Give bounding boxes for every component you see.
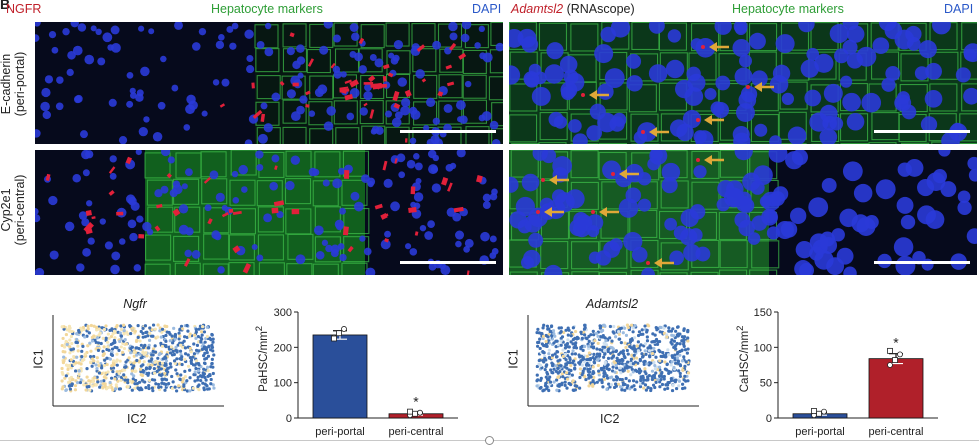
data-point — [336, 330, 342, 337]
data-point — [821, 408, 827, 415]
data-point — [811, 408, 817, 414]
x-category-label: peri-central — [868, 426, 923, 438]
data-point — [331, 335, 337, 342]
micrograph-ngfr-periportal — [35, 22, 503, 144]
left-header-marker: NGFR — [6, 2, 42, 16]
data-point — [887, 347, 893, 354]
row-label-pericentral: Cyp2e1 (peri-central) — [0, 174, 27, 246]
bar-peri-central — [868, 358, 924, 419]
data-point — [417, 409, 423, 416]
scatter-left-title: Ngfr — [123, 297, 147, 311]
right-header-marker: Adamtsl2 (RNAscope) — [511, 2, 635, 16]
left-header-dapi: DAPI — [472, 2, 502, 16]
data-point — [892, 357, 898, 363]
y-tick-label: 200 — [274, 342, 292, 354]
y-tick-label: 100 — [274, 378, 292, 390]
bar-chart-cahsc: 0 50 100 150 peri-portal peri-central * — [754, 307, 938, 438]
data-point — [412, 410, 418, 417]
resize-handle-icon[interactable] — [485, 436, 494, 445]
x-category-label: peri-portal — [315, 426, 365, 438]
y-tick-label: 150 — [754, 307, 772, 319]
x-category-label: peri-central — [388, 426, 443, 438]
micrograph-adamtsl2-pericentral — [509, 150, 977, 275]
y-tick-label: 0 — [286, 413, 292, 425]
data-point — [341, 326, 347, 332]
bar2-ylabel: CaHSC/mm2 — [735, 325, 751, 393]
y-tick-label: 0 — [766, 413, 772, 425]
y-tick-label: 300 — [274, 307, 292, 319]
data-point — [816, 410, 822, 417]
row-label-periportal: E-cadherin (peri-portal) — [0, 51, 27, 117]
bar-peri-portal — [312, 334, 368, 419]
scatter-left-plot — [52, 315, 224, 407]
significance-asterisk: * — [893, 335, 899, 351]
scatter-right-xlabel: IC2 — [600, 412, 620, 426]
panel-letter: B — [0, 0, 11, 12]
scatter-left-ylabel: IC1 — [31, 349, 46, 369]
micrograph-adamtsl2-periportal — [509, 22, 977, 144]
data-point — [897, 351, 903, 358]
micrograph-ngfr-pericentral — [35, 150, 503, 275]
bar-chart-pahsc: 0 100 200 300 peri-portal peri-central * — [274, 307, 458, 438]
scatter-right-title: Adamtsl2 — [585, 297, 639, 311]
right-header-dapi: DAPI — [944, 2, 974, 16]
scatter-right-plot — [527, 315, 699, 407]
scatter-left-xlabel: IC2 — [127, 412, 147, 426]
y-tick-label: 50 — [760, 378, 772, 390]
y-tick-label: 100 — [754, 342, 772, 354]
x-category-label: peri-portal — [795, 426, 845, 438]
scatter-right-ylabel: IC1 — [506, 349, 521, 369]
bar1-ylabel: PaHSC/mm2 — [254, 325, 270, 392]
left-header-middle: Hepatocyte markers — [211, 2, 323, 16]
right-header-middle: Hepatocyte markers — [732, 2, 844, 16]
data-point — [887, 362, 893, 368]
data-point — [407, 408, 413, 415]
significance-asterisk: * — [413, 393, 419, 409]
